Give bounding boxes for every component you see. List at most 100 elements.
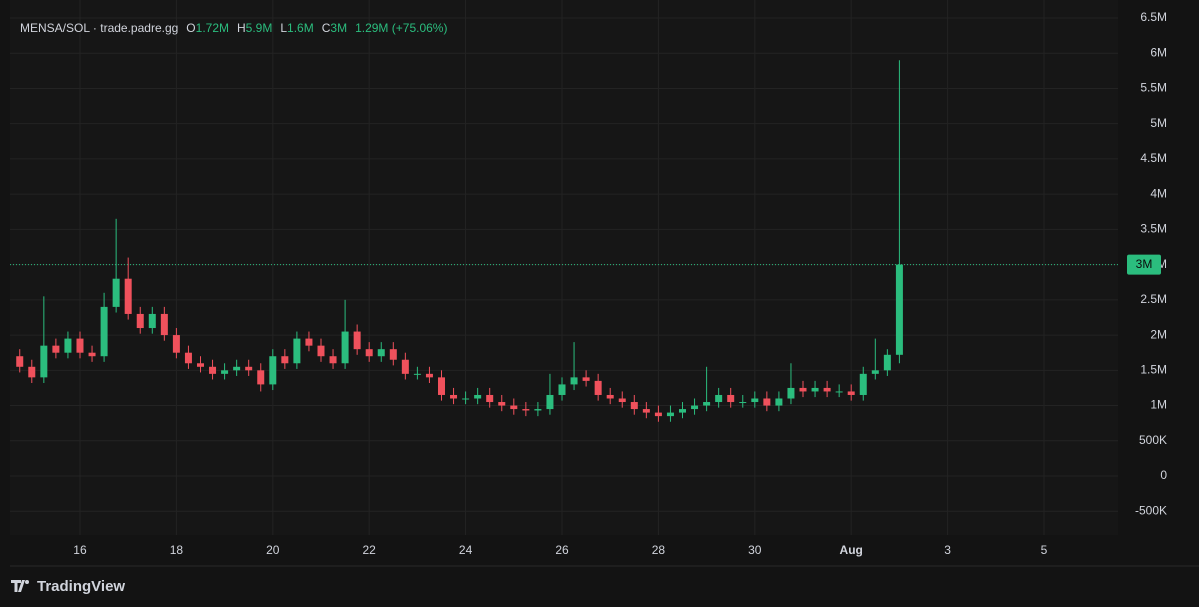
ohlc-value: 5.9M xyxy=(246,21,273,35)
y-tick-label: 6M xyxy=(1150,45,1167,59)
candle-body xyxy=(136,313,144,329)
y-tick-label: 4M xyxy=(1150,186,1167,200)
last-price-label: 3M xyxy=(1136,257,1153,271)
candle-body xyxy=(486,394,494,403)
candle-body xyxy=(196,363,204,367)
candle-body xyxy=(751,398,759,403)
ohlc-key: H xyxy=(237,21,246,35)
candle-body xyxy=(823,387,831,392)
candle-body xyxy=(100,306,108,357)
ohlc-key: O xyxy=(186,21,195,35)
candle-body xyxy=(871,370,879,374)
candle-body xyxy=(811,387,819,392)
candle-body xyxy=(353,331,361,350)
y-tick-label: 5.5M xyxy=(1140,81,1167,95)
candle-body xyxy=(775,398,783,406)
candle-body xyxy=(630,402,638,410)
candle-body xyxy=(534,409,542,411)
candle-body xyxy=(184,352,192,364)
logo-mark xyxy=(11,580,25,592)
candle-body xyxy=(437,377,445,395)
candle-body xyxy=(305,338,313,346)
ohlc-value: 1.6M xyxy=(287,21,314,35)
candle-body xyxy=(606,394,614,399)
y-tick-label: 1M xyxy=(1150,398,1167,412)
candle-body xyxy=(172,335,180,353)
x-tick-label: 18 xyxy=(170,543,184,557)
candle-body xyxy=(52,345,60,353)
x-tick-label: 30 xyxy=(748,543,762,557)
candle-body xyxy=(474,394,482,399)
x-tick-label: 24 xyxy=(459,543,473,557)
candle-body xyxy=(570,377,578,385)
change: 1.29M (+75.06%) xyxy=(355,21,447,35)
candle-body xyxy=(257,370,265,385)
candle-body xyxy=(642,409,650,413)
candle-body xyxy=(160,313,168,336)
candle-body xyxy=(835,391,843,393)
candle-body xyxy=(341,331,349,364)
y-tick-label: 4.5M xyxy=(1140,151,1167,165)
candle-body xyxy=(76,338,84,353)
y-tick-label: 500K xyxy=(1139,433,1167,447)
candle-body xyxy=(281,356,289,364)
y-tick-label: 1.5M xyxy=(1140,362,1167,376)
candle-body xyxy=(715,394,723,403)
candle-body xyxy=(28,366,36,378)
candle-body xyxy=(691,405,699,410)
candle-body xyxy=(88,352,96,357)
candle-body xyxy=(245,366,253,371)
x-tick-label: 5 xyxy=(1041,543,1048,557)
symbol: MENSA/SOL · trade.padre.gg xyxy=(20,21,178,35)
y-tick-label: 0 xyxy=(1160,468,1167,482)
candle-body xyxy=(703,402,711,406)
x-tick-label: Aug xyxy=(840,543,863,557)
candle-body xyxy=(859,373,867,395)
x-tick-label: 26 xyxy=(555,543,569,557)
candle-body xyxy=(329,356,337,364)
candle-body xyxy=(16,356,24,367)
x-tick-label: 3 xyxy=(944,543,951,557)
legend: MENSA/SOL · trade.padre.gg O1.72M H5.9M L1.… xyxy=(20,21,447,35)
candle-body xyxy=(618,398,626,403)
x-tick-label: 28 xyxy=(652,543,666,557)
candle-body xyxy=(413,373,421,375)
candle-body xyxy=(124,278,132,314)
ohlc-value: 3M xyxy=(330,21,347,35)
candle-body xyxy=(558,384,566,395)
candle-body xyxy=(293,338,301,364)
ohlc-value: 1.72M xyxy=(196,21,229,35)
candle-body xyxy=(450,394,458,399)
candle-body xyxy=(654,412,662,417)
candle-body xyxy=(40,345,48,378)
candle-body xyxy=(546,394,554,410)
y-tick-label: 3.5M xyxy=(1140,222,1167,236)
candle-body xyxy=(462,398,470,400)
y-tick-label: 2M xyxy=(1150,327,1167,341)
candle-body xyxy=(739,402,747,404)
candle-body xyxy=(148,313,156,329)
candle-body xyxy=(317,345,325,357)
y-tick-label: 6.5M xyxy=(1140,10,1167,24)
logo-dot xyxy=(25,580,29,584)
x-tick-label: 22 xyxy=(363,543,377,557)
candle-body xyxy=(365,349,373,357)
candle-body xyxy=(763,398,771,406)
candle-body xyxy=(389,349,397,360)
y-tick-label: -500K xyxy=(1135,503,1167,517)
candle-body xyxy=(64,338,72,353)
candle-body xyxy=(233,366,241,371)
candle-body xyxy=(377,349,385,357)
candle-body xyxy=(847,391,855,395)
candle-body xyxy=(787,387,795,399)
x-tick-label: 20 xyxy=(266,543,280,557)
ohlc-key: C xyxy=(322,21,331,35)
x-tick-label: 16 xyxy=(73,543,87,557)
candle-body xyxy=(221,370,229,374)
candle-body xyxy=(679,409,687,413)
last-price-badge xyxy=(1127,254,1161,275)
candle-body xyxy=(209,366,217,374)
candle-body xyxy=(895,264,903,355)
y-tick-label: 2.5M xyxy=(1140,292,1167,306)
